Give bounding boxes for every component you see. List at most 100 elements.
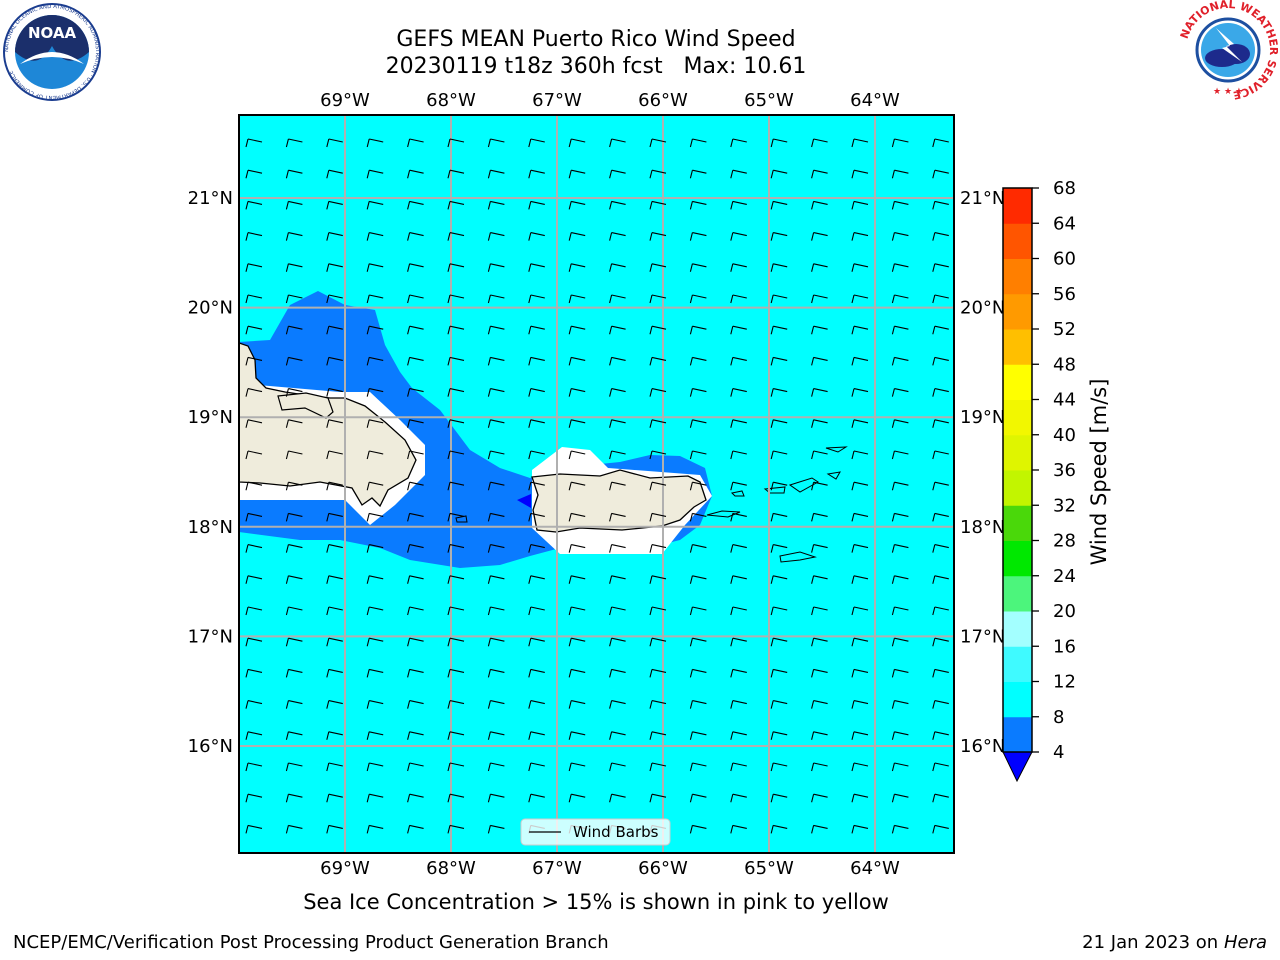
wind-barb bbox=[851, 294, 869, 304]
wind-barb bbox=[891, 731, 909, 740]
footer-date: 21 Jan 2023 on Hera bbox=[1082, 932, 1267, 953]
wind-barb bbox=[851, 668, 869, 678]
wind-barb bbox=[811, 388, 828, 397]
wind-barb bbox=[487, 138, 505, 148]
wind-barb bbox=[245, 138, 263, 148]
wind-barb bbox=[851, 824, 869, 834]
wind-barb bbox=[649, 232, 667, 241]
wind-barb bbox=[366, 388, 384, 397]
wind-barb bbox=[366, 637, 384, 647]
wind-barb bbox=[811, 169, 828, 179]
wind-barb bbox=[811, 263, 828, 272]
sea-ice-note: Sea Ice Concentration > 15% is shown in … bbox=[303, 890, 889, 914]
wind-barb bbox=[649, 606, 667, 616]
wind-barb bbox=[528, 419, 545, 428]
lon-label-bottom: 68°W bbox=[426, 858, 476, 879]
wind-barb bbox=[932, 606, 949, 616]
wind-barb bbox=[932, 169, 949, 179]
wind-barb bbox=[407, 169, 424, 179]
wind-barb bbox=[245, 512, 263, 522]
wind-barb bbox=[568, 388, 586, 397]
wind-barb bbox=[568, 419, 586, 428]
wind-barb bbox=[568, 606, 586, 616]
wind-barb bbox=[932, 200, 949, 210]
wind-barb bbox=[568, 575, 586, 584]
wind-barb bbox=[932, 793, 949, 803]
wind-barb bbox=[366, 481, 384, 491]
wind-barb bbox=[447, 700, 465, 709]
wind-barb bbox=[366, 263, 384, 272]
wind-barb bbox=[447, 731, 465, 740]
wind-barb bbox=[730, 824, 747, 834]
wind-barb bbox=[326, 606, 343, 616]
colorbar-tick-label: 56 bbox=[1053, 284, 1076, 305]
wind-barb bbox=[407, 450, 424, 460]
wind-barb bbox=[730, 544, 747, 553]
wind-barb bbox=[770, 232, 788, 241]
wind-barb bbox=[770, 512, 788, 522]
wind-barb bbox=[730, 419, 747, 428]
wind-barb bbox=[447, 512, 465, 522]
latitude-labels-left: 21°N 20°N 19°N 18°N 17°N 16°N bbox=[188, 188, 233, 757]
wind-barb bbox=[811, 731, 828, 740]
wind-barb bbox=[447, 263, 465, 272]
wind-barb bbox=[487, 606, 505, 616]
wind-barb bbox=[487, 668, 505, 678]
wind-barb bbox=[487, 232, 505, 241]
lon-label-top: 66°W bbox=[638, 90, 688, 111]
wind-barb bbox=[447, 294, 465, 304]
wind-barb bbox=[326, 419, 343, 428]
st-croix-island bbox=[779, 551, 817, 563]
wind-barb bbox=[932, 294, 949, 304]
wind-barb bbox=[568, 700, 586, 709]
wind-barb bbox=[891, 544, 909, 553]
wind-barb bbox=[770, 169, 788, 179]
wind-barb bbox=[245, 793, 263, 803]
colorbar-bin bbox=[1003, 716, 1032, 753]
lat-label-left: 18°N bbox=[188, 517, 233, 538]
wind-barb bbox=[811, 668, 828, 678]
wind-barb bbox=[851, 356, 869, 366]
wind-barb bbox=[366, 793, 384, 803]
wind-barb bbox=[487, 356, 505, 366]
colorbar-bin bbox=[1003, 329, 1032, 365]
colorbar-under-arrow bbox=[1002, 751, 1033, 783]
svg-text:★ ★ ★: ★ ★ ★ bbox=[1213, 87, 1243, 97]
wind-barb bbox=[487, 731, 505, 740]
colorbar-tick-label: 32 bbox=[1053, 495, 1076, 516]
wind-barb bbox=[407, 356, 424, 366]
wind-barb bbox=[568, 325, 586, 335]
colorbar-bin bbox=[1003, 188, 1032, 224]
wind-barb bbox=[932, 450, 949, 460]
wind-barb bbox=[568, 731, 586, 740]
wind-barb bbox=[891, 138, 909, 148]
wind-barb bbox=[285, 731, 303, 740]
wind-barbs bbox=[245, 138, 949, 834]
wind-barb bbox=[770, 356, 788, 366]
wind-barb bbox=[245, 575, 263, 584]
wind-barb bbox=[366, 294, 384, 304]
colorbar-tick-label: 68 bbox=[1053, 178, 1076, 199]
wind-barb bbox=[770, 637, 788, 647]
wind-barb bbox=[689, 232, 707, 241]
colorbar-label: Wind Speed [m/s] bbox=[1087, 379, 1111, 566]
wind-barb bbox=[366, 606, 384, 616]
wind-barb bbox=[689, 388, 707, 397]
lat-label-left: 20°N bbox=[188, 298, 233, 319]
wind-barb bbox=[689, 200, 707, 210]
wind-barb bbox=[528, 263, 545, 272]
wind-barb bbox=[851, 263, 869, 272]
anegada-island bbox=[825, 446, 848, 453]
wind-barb bbox=[609, 481, 626, 491]
wind-barb bbox=[487, 419, 505, 428]
wind-barb bbox=[568, 356, 586, 366]
lat-label-left: 21°N bbox=[188, 188, 233, 209]
wind-barb bbox=[568, 512, 586, 522]
wind-barb bbox=[245, 450, 263, 460]
virgin-islands-3 bbox=[826, 471, 841, 480]
wind-barb bbox=[487, 700, 505, 709]
wind-barb bbox=[568, 668, 586, 678]
wind-barb bbox=[649, 481, 667, 491]
wind-barb bbox=[932, 232, 949, 241]
